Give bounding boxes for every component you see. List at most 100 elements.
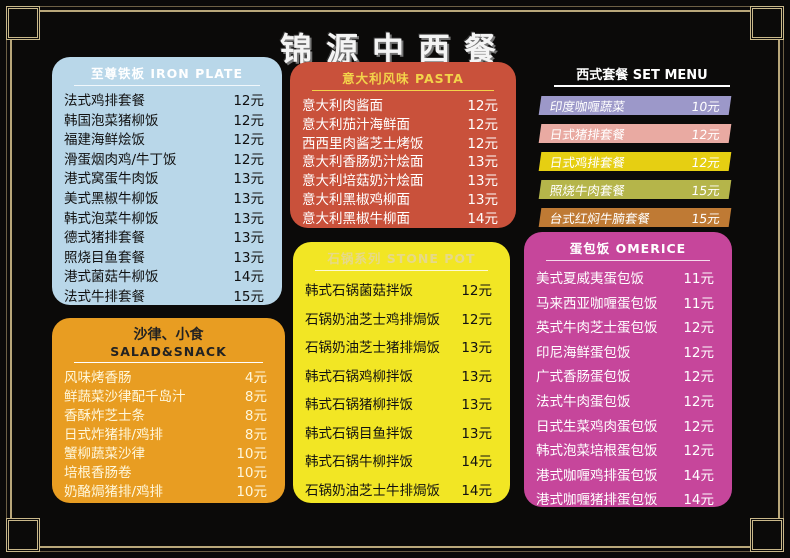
item-name: 日式猪排套餐 xyxy=(548,127,626,142)
corner-ornament xyxy=(6,518,40,552)
item-price: 14元 xyxy=(683,467,714,484)
item-price: 12元 xyxy=(683,320,714,337)
item-name: 港式咖喱猪排蛋包饭 xyxy=(536,492,658,509)
item-name: 香酥炸芝士条 xyxy=(64,408,145,424)
item-name: 韩式石锅目鱼拌饭 xyxy=(305,425,413,442)
menu-item: 韩式石锅鸡柳拌饭 13元 xyxy=(305,363,498,392)
menu-item: 照烧目鱼套餐 13元 xyxy=(64,249,270,269)
menu-item: 韩式泡菜培根蛋包饭 12元 xyxy=(536,439,720,464)
item-name: 照烧牛肉套餐 xyxy=(548,183,626,198)
item-name: 意大利香肠奶汁烩面 xyxy=(302,154,424,171)
menu-item: 石锅奶油芝士牛排焗饭 14元 xyxy=(305,477,498,506)
item-price: 13元 xyxy=(233,249,264,266)
section-header: 至尊铁板 IRON PLATE xyxy=(74,63,260,86)
menu-item: 韩式泡菜牛柳饭 13元 xyxy=(64,210,270,230)
section-header: 沙律、小食 xyxy=(133,327,204,343)
item-name: 台式红焖牛腩套餐 xyxy=(548,211,651,226)
menu-item: 广式香肠蛋包饭 12元 xyxy=(536,365,720,390)
item-price: 12元 xyxy=(467,135,498,152)
item-price: 14元 xyxy=(233,269,264,286)
item-name: 风味烤香肠 xyxy=(64,370,132,386)
item-name: 法式鸡排套餐 xyxy=(64,93,145,109)
item-price: 15元 xyxy=(233,288,264,305)
item-name: 奶酪焗猪排/鸡排 xyxy=(64,484,164,500)
item-price: 4元 xyxy=(244,370,267,386)
item-name: 港式咖喱鸡排蛋包饭 xyxy=(536,467,658,484)
item-name: 韩式泡菜培根蛋包饭 xyxy=(536,443,658,460)
menu-item: 香酥炸芝士条 8元 xyxy=(64,407,273,426)
item-price: 12元 xyxy=(233,93,264,109)
item-price: 13元 xyxy=(461,397,492,413)
item-price: 10元 xyxy=(236,484,267,500)
item-price: 12元 xyxy=(233,151,264,168)
item-price: 12元 xyxy=(683,443,714,460)
stone-pot-section: 石锅系列 STONE POT 韩式石锅菌菇拌饭 12元 石锅奶油芝士鸡排焗饭 12元石… xyxy=(293,242,510,503)
item-name: 港式窝蛋牛肉饭 xyxy=(64,171,159,188)
set-menu-item: 印度咖喱蔬菜 10元 xyxy=(538,96,732,115)
item-price: 8元 xyxy=(244,408,267,424)
item-name: 法式牛肉蛋包饭 xyxy=(536,393,631,410)
item-name: 韩式石锅猪柳拌饭 xyxy=(305,397,413,413)
menu-item: 港式咖喱鸡排蛋包饭 14元 xyxy=(536,464,720,489)
item-price: 14元 xyxy=(461,454,492,470)
item-name: 法式牛排套餐 xyxy=(64,288,145,305)
set-menu-section: 西式套餐 SET MENU 印度咖喱蔬菜 10元 日式猪排套餐 12元 日式鸡排套餐 12… xyxy=(538,64,732,227)
item-name: 韩国泡菜猪柳饭 xyxy=(64,112,159,129)
item-price: 14元 xyxy=(467,210,498,227)
item-name: 石锅奶油芝士猪排焗饭 xyxy=(305,340,440,356)
item-name: 培根香肠卷 xyxy=(64,465,132,481)
item-name: 港式菌菇牛柳饭 xyxy=(64,269,159,286)
set-menu-item: 照烧牛肉套餐 15元 xyxy=(538,180,732,199)
item-name: 英式牛肉芝士蛋包饭 xyxy=(536,320,658,337)
item-name: 日式生菜鸡肉蛋包饭 xyxy=(536,418,658,435)
menu-item: 意大利肉酱面 12元 xyxy=(302,97,504,116)
menu-item: 意大利培菇奶汁烩面 13元 xyxy=(302,172,504,191)
item-price: 12元 xyxy=(233,132,264,149)
item-name: 印度咖喱蔬菜 xyxy=(548,99,626,114)
section-header: 蛋包饭 OMERICE xyxy=(546,238,710,261)
menu-item: 石锅奶油芝士鸡排焗饭 12元 xyxy=(305,306,498,335)
item-name: 滑蛋烟肉鸡/牛丁饭 xyxy=(64,151,177,168)
item-name: 意大利培菇奶汁烩面 xyxy=(302,173,424,190)
item-name: 德式猪排套餐 xyxy=(64,230,145,247)
item-name: 美式夏威夷蛋包饭 xyxy=(536,271,644,287)
menu-item: 韩式石锅目鱼拌饭 13元 xyxy=(305,420,498,449)
item-price: 12元 xyxy=(690,127,721,142)
item-name: 石锅奶油芝士鸡排焗饭 xyxy=(305,311,440,328)
item-price: 10元 xyxy=(236,446,267,462)
item-name: 韩式石锅菌菇拌饭 xyxy=(305,283,413,299)
item-name: 鲜蔬菜沙律配千岛汁 xyxy=(64,389,186,405)
item-name: 韩式泡菜牛柳饭 xyxy=(64,210,159,227)
item-name: 韩式石锅牛柳拌饭 xyxy=(305,454,413,470)
item-name: 西西里肉酱芝士烤饭 xyxy=(302,135,424,152)
menu-item: 美式夏威夷蛋包饭 11元 xyxy=(536,267,720,292)
pasta-section: 意大利风味 PASTA 意大利肉酱面 12元 意大利茄汁海鲜面 12元 西西里肉酱芝士烤… xyxy=(290,62,516,228)
item-name: 广式香肠蛋包饭 xyxy=(536,369,631,386)
corner-ornament xyxy=(750,518,784,552)
item-name: 日式鸡排套餐 xyxy=(548,155,626,170)
menu-item: 韩国泡菜猪柳饭 12元 xyxy=(64,112,270,132)
section-header-en: SALAD&SNACK xyxy=(74,344,263,363)
item-name: 蟹柳蔬菜沙律 xyxy=(64,446,145,462)
section-header: 意大利风味 PASTA xyxy=(312,68,494,91)
menu-item: 港式咖喱猪排蛋包饭 14元 xyxy=(536,488,720,513)
menu-item: 英式牛肉芝士蛋包饭 12元 xyxy=(536,316,720,341)
menu-item: 韩式石锅菌菇拌饭 12元 xyxy=(305,277,498,306)
section-header: 西式套餐 SET MENU xyxy=(554,64,730,87)
item-price: 8元 xyxy=(244,427,267,443)
item-price: 12元 xyxy=(461,283,492,299)
item-price: 13元 xyxy=(467,191,498,208)
iron-plate-section: 至尊铁板 IRON PLATE 法式鸡排套餐 12元 韩国泡菜猪柳饭 12元 福建海鲜烩… xyxy=(52,57,282,305)
menu-item: 日式生菜鸡肉蛋包饭 12元 xyxy=(536,415,720,440)
item-price: 12元 xyxy=(461,311,492,328)
item-price: 12元 xyxy=(690,155,721,170)
menu-item: 风味烤香肠 4元 xyxy=(64,369,273,388)
item-name: 照烧目鱼套餐 xyxy=(64,249,145,266)
menu-item: 西西里肉酱芝士烤饭 12元 xyxy=(302,135,504,154)
item-price: 12元 xyxy=(233,112,264,129)
menu-item: 滑蛋烟肉鸡/牛丁饭 12元 xyxy=(64,151,270,171)
item-name: 意大利黑椒鸡柳面 xyxy=(302,191,410,208)
item-price: 14元 xyxy=(461,482,492,499)
set-menu-item: 日式猪排套餐 12元 xyxy=(538,124,732,143)
menu-item: 马来西亚咖喱蛋包饭 11元 xyxy=(536,292,720,317)
